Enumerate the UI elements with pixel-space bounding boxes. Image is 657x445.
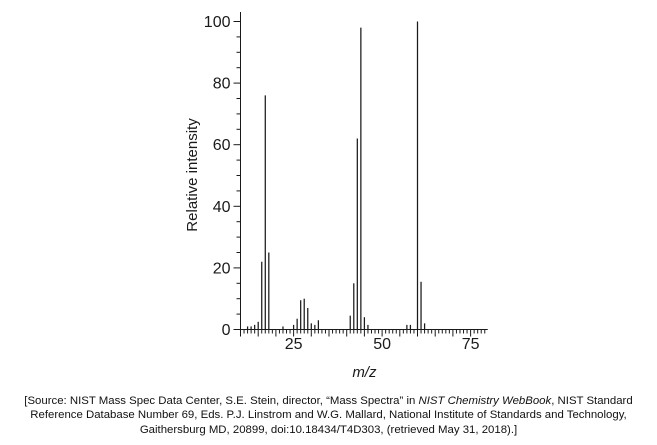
svg-text:100: 100 bbox=[204, 14, 231, 31]
svg-text:80: 80 bbox=[213, 76, 231, 93]
mass-spectrum-chart: 25 50 75 0 20 40 60 80 100 Relative intensity m/z bbox=[184, 12, 488, 381]
svg-text:0: 0 bbox=[222, 322, 231, 339]
x-axis-ticks bbox=[240, 329, 486, 337]
caption-line: Reference Database Number 69, Eds. P.J. … bbox=[0, 408, 657, 422]
svg-text:40: 40 bbox=[213, 199, 231, 216]
svg-text:60: 60 bbox=[213, 137, 231, 154]
chart-area: 25 50 75 0 20 40 60 80 100 Relative intensity m/z bbox=[184, 12, 488, 381]
svg-text:25: 25 bbox=[285, 336, 303, 353]
y-axis-tick-labels: 0 20 40 60 80 100 bbox=[204, 14, 231, 339]
caption-text: Gaithersburg MD, 20899, doi:10.18434/T4D… bbox=[139, 423, 518, 436]
svg-text:20: 20 bbox=[213, 260, 231, 277]
caption-text: , NIST Standard bbox=[551, 395, 633, 407]
spectrum-peaks bbox=[246, 21, 426, 330]
svg-text:75: 75 bbox=[462, 336, 480, 353]
caption-italic-text: NIST Chemistry WebBook bbox=[418, 395, 552, 407]
y-axis-ticks bbox=[233, 21, 241, 330]
caption-text: Reference Database Number 69, Eds. P.J. … bbox=[30, 409, 627, 422]
caption-line: [Source: NIST Mass Spec Data Center, S.E… bbox=[0, 394, 657, 408]
y-axis-title: Relative intensity bbox=[184, 118, 201, 232]
x-axis-tick-labels: 25 50 75 bbox=[285, 336, 480, 353]
x-axis-title: m/z bbox=[352, 364, 377, 381]
source-caption: [Source: NIST Mass Spec Data Center, S.E… bbox=[0, 394, 657, 437]
caption-line: Gaithersburg MD, 20899, doi:10.18434/T4D… bbox=[0, 423, 657, 437]
svg-text:50: 50 bbox=[373, 336, 391, 353]
caption-text: [Source: NIST Mass Spec Data Center, S.E… bbox=[24, 395, 419, 407]
axes bbox=[236, 12, 488, 330]
